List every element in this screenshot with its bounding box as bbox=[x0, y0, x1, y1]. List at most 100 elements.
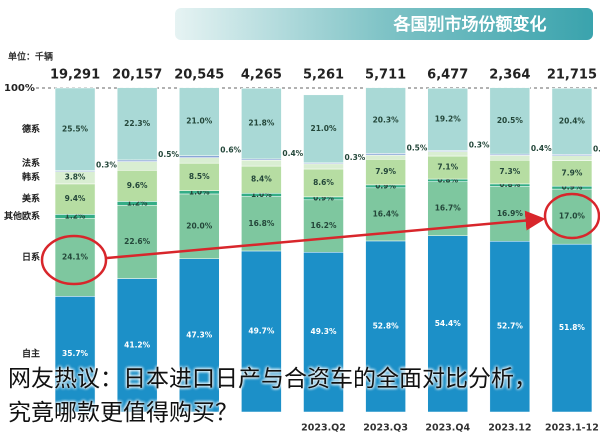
value-label: 49.3% bbox=[310, 327, 337, 336]
total-label: 5,711 bbox=[365, 68, 406, 83]
bar-segment bbox=[303, 199, 344, 253]
bar-segment bbox=[427, 88, 468, 151]
bar-segment bbox=[303, 94, 344, 164]
bar-segment bbox=[551, 88, 593, 155]
legend-label: 德系 bbox=[22, 123, 40, 135]
value-label: 7.9% bbox=[562, 168, 583, 177]
total-label: 2,364 bbox=[489, 68, 530, 83]
x-tick-label: 2023.Q4 bbox=[425, 423, 470, 434]
value-label: 16.7% bbox=[435, 204, 462, 213]
value-label: 7.9% bbox=[375, 167, 396, 176]
value-label: 1.0% bbox=[251, 190, 272, 199]
y-tick-label: 100% bbox=[4, 83, 35, 94]
value-label: 25.5% bbox=[62, 124, 89, 133]
value-label: 0.8% bbox=[499, 180, 520, 189]
bar-segment bbox=[489, 87, 531, 155]
total-label: 21,715 bbox=[547, 68, 597, 83]
total-label: 20,545 bbox=[174, 68, 224, 83]
legend-label: 法系 bbox=[22, 157, 40, 169]
value-label: 8.6% bbox=[313, 178, 334, 187]
bar-segment bbox=[551, 160, 593, 187]
x-tick-label: 2023.Q3 bbox=[363, 423, 408, 434]
bar-segment bbox=[116, 278, 158, 413]
value-label: 0.5% bbox=[158, 150, 179, 159]
value-label: 7.3% bbox=[499, 167, 520, 176]
legend-label: 美系 bbox=[22, 193, 40, 205]
value-label: 8.4% bbox=[251, 175, 272, 184]
value-label: 0.9% bbox=[313, 193, 334, 202]
value-label: 1.2% bbox=[127, 198, 148, 207]
bar-segment bbox=[241, 165, 282, 194]
bar-segment bbox=[241, 88, 282, 160]
chart-title: 各国别市场份额变化 bbox=[393, 14, 547, 35]
value-label: 22.3% bbox=[124, 119, 151, 128]
value-label: 20.3% bbox=[373, 116, 400, 125]
bar-segment bbox=[241, 250, 282, 413]
bar-segment bbox=[54, 296, 96, 413]
bar-segment bbox=[365, 87, 406, 154]
bar-segment bbox=[179, 162, 220, 191]
value-label: 0.3% bbox=[345, 153, 366, 162]
total-label: 4,265 bbox=[241, 68, 282, 83]
value-label: 16.9% bbox=[497, 209, 524, 218]
bar-segment bbox=[551, 243, 593, 413]
bar-segment bbox=[116, 161, 158, 171]
value-label: 0.4% bbox=[282, 149, 303, 158]
value-label: 20.4% bbox=[559, 116, 586, 125]
value-label: 35.7% bbox=[62, 349, 89, 358]
value-label: 47.3% bbox=[186, 330, 213, 339]
value-label: 9.4% bbox=[65, 194, 86, 203]
value-label: 54.4% bbox=[435, 319, 462, 328]
value-label: 51.8% bbox=[559, 323, 586, 332]
x-tick-label: 2023.12 bbox=[488, 423, 531, 434]
legend-label: 日系 bbox=[22, 251, 40, 263]
value-label: 52.7% bbox=[497, 322, 524, 331]
caption: 网友热议：日本进口日产与合资车的全面对比分析，究竟哪款更值得购买？ bbox=[8, 366, 537, 426]
value-label: 0.4% bbox=[531, 144, 552, 153]
bar-segment bbox=[303, 252, 344, 413]
bar-segment bbox=[365, 159, 406, 186]
value-label: 20.5% bbox=[497, 116, 524, 125]
value-label: 22.6% bbox=[124, 237, 151, 246]
value-label: 16.2% bbox=[310, 221, 337, 230]
value-label: 0.4% bbox=[593, 144, 600, 153]
value-label: 1.2% bbox=[65, 211, 86, 220]
value-label: 16.4% bbox=[373, 209, 400, 218]
total-label: 20,157 bbox=[112, 68, 162, 83]
value-label: 0.5% bbox=[407, 143, 428, 152]
value-label: 8.5% bbox=[189, 172, 210, 181]
total-label: 6,477 bbox=[427, 68, 468, 83]
bar-segment bbox=[179, 258, 220, 413]
highlight-circle bbox=[40, 234, 108, 286]
value-label: 0.6% bbox=[220, 146, 241, 155]
annotations bbox=[40, 192, 600, 286]
bar-segment bbox=[116, 205, 158, 279]
legend-label: 韩系 bbox=[22, 171, 40, 183]
value-label: 20.0% bbox=[186, 221, 213, 230]
bar-segment bbox=[54, 183, 96, 215]
total-label: 5,261 bbox=[303, 68, 344, 83]
bar-segment bbox=[365, 187, 406, 242]
x-tick-label: 2023.Q2 bbox=[301, 423, 346, 434]
value-label: 19.2% bbox=[435, 114, 462, 123]
bar-segment bbox=[54, 87, 96, 171]
bar-segment bbox=[179, 87, 220, 156]
value-label: 3.8% bbox=[65, 173, 86, 182]
value-label: 21.0% bbox=[310, 124, 337, 133]
value-label: 21.8% bbox=[248, 119, 275, 128]
value-label: 0.3% bbox=[96, 161, 117, 170]
bar-segment bbox=[489, 241, 531, 413]
bar-segment bbox=[179, 155, 220, 158]
value-label: 0.9% bbox=[375, 181, 396, 190]
total-label: 19,291 bbox=[50, 68, 100, 83]
value-label: 7.1% bbox=[437, 163, 458, 172]
bar-segment bbox=[427, 235, 468, 413]
plot: 100% 35.7% 24.1% 1.2% 9.4% 3.8% 0.3% 25.5% 19,29… bbox=[4, 68, 600, 434]
value-label: 41.2% bbox=[124, 340, 151, 349]
value-label: 24.1% bbox=[62, 252, 89, 261]
bar-segment bbox=[116, 87, 158, 161]
x-tick-label: 2023.1-12 bbox=[545, 423, 599, 434]
legend-label: 自主 bbox=[22, 348, 40, 360]
